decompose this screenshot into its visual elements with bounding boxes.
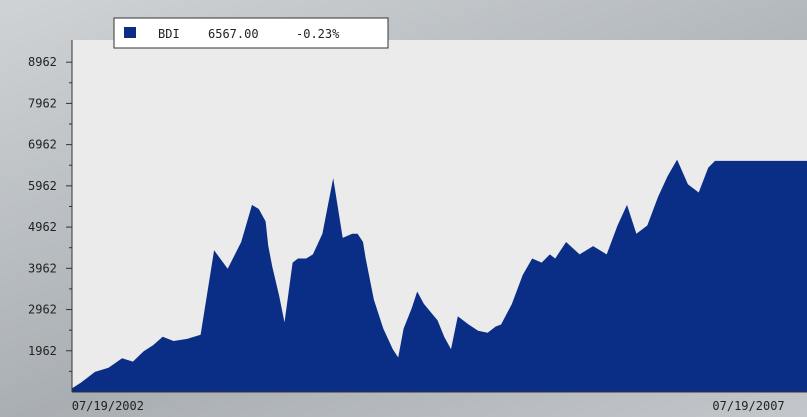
y-tick-label: 3962 xyxy=(28,261,57,275)
legend-ticker: BDI xyxy=(158,27,180,41)
x-tick-label: 07/19/2002 xyxy=(72,399,144,413)
y-tick-label: 6962 xyxy=(28,138,57,152)
y-tick-label: 5962 xyxy=(28,179,57,193)
legend-swatch xyxy=(124,27,136,38)
bdi-area-series xyxy=(72,159,807,392)
x-axis-ticks: 07/19/2002 07/19/2007 xyxy=(72,399,785,413)
y-tick-label: 4962 xyxy=(28,220,57,234)
y-tick-label: 8962 xyxy=(28,55,57,69)
y-tick-label: 1962 xyxy=(28,344,57,358)
legend-price: 6567.00 xyxy=(208,27,259,41)
legend-change: -0.23% xyxy=(296,27,340,41)
y-axis-ticks: 8962 7962 6962 5962 4962 3962 2962 1962 xyxy=(28,55,72,372)
y-tick-label: 2962 xyxy=(28,303,57,317)
legend-box: BDI 6567.00 -0.23% xyxy=(113,17,389,49)
y-tick-label: 7962 xyxy=(28,96,57,110)
x-tick-label: 07/19/2007 xyxy=(712,399,784,413)
